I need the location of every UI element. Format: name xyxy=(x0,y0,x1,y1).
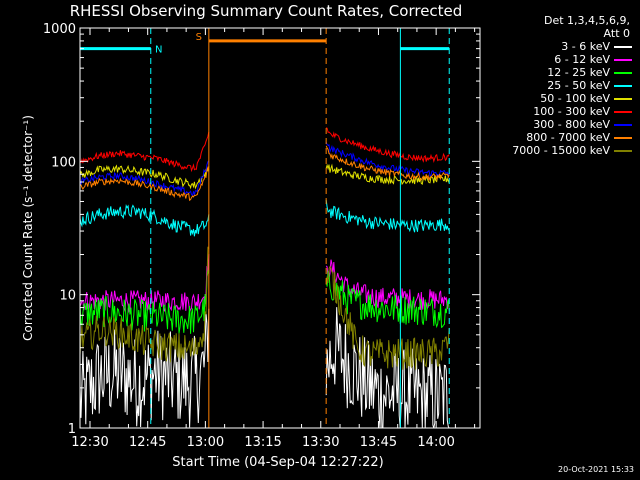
x-tick-label-13-15: 13:15 xyxy=(244,435,281,450)
x-tick-label-12-30: 12:30 xyxy=(71,435,108,450)
series-line-300-800-kev xyxy=(79,142,450,197)
generation-timestamp: 20-Oct-2021 15:33 xyxy=(558,465,634,474)
legend-swatch xyxy=(614,59,632,61)
series-line-3-6-kev xyxy=(79,307,450,429)
x-tick-label-13-45: 13:45 xyxy=(360,435,397,450)
legend-swatch xyxy=(614,111,632,113)
legend-entry-12-25-kev: 12 - 25 keV xyxy=(486,66,636,79)
y-tick-label-10: 10 xyxy=(59,289,76,304)
legend-swatch xyxy=(614,85,632,87)
legend-swatch xyxy=(614,137,632,139)
legend-swatch xyxy=(614,150,632,152)
legend-label: 800 - 7000 keV xyxy=(526,131,610,144)
x-tick-label-13-00: 13:00 xyxy=(187,435,224,450)
legend-label: 7000 - 15000 keV xyxy=(512,144,610,157)
legend-header-line-1: Det 1,3,4,5,6,9, xyxy=(543,14,630,27)
legend-entry-100-300-kev: 100 - 300 keV xyxy=(486,105,636,118)
y-axis-label: Corrected Count Rate (s⁻¹ detector⁻¹) xyxy=(21,115,35,341)
series-line-7000-15000-kev xyxy=(79,246,450,370)
legend-entry-6-12-kev: 6 - 12 keV xyxy=(486,53,636,66)
legend-entry-25-50-kev: 25 - 50 keV xyxy=(486,79,636,92)
series-line-100-300-kev xyxy=(79,127,450,173)
legend-entry-800-7000-kev: 800 - 7000 keV xyxy=(486,131,636,144)
legend-label: 300 - 800 keV xyxy=(533,118,610,131)
x-tick-label-13-30: 13:30 xyxy=(302,435,339,450)
legend-header-line-2: Att 0 xyxy=(603,27,630,40)
legend-label: 3 - 6 keV xyxy=(561,40,610,53)
legend-swatch xyxy=(614,124,632,126)
legend-label: 50 - 100 keV xyxy=(540,92,610,105)
legend: Det 1,3,4,5,6,9, Att 0 3 - 6 keV 6 - 12 k… xyxy=(486,14,636,157)
series-line-800-7000-kev xyxy=(79,145,450,202)
x-tick-label-12-45: 12:45 xyxy=(129,435,166,450)
x-tick-label-14-00: 14:00 xyxy=(417,435,454,450)
legend-swatch xyxy=(614,72,632,74)
y-tick-label-1000: 1000 xyxy=(43,22,76,37)
y-tick-label-100: 100 xyxy=(51,155,76,170)
legend-entry-7000-15000-kev: 7000 - 15000 keV xyxy=(486,144,636,157)
legend-entry-300-800-kev: 300 - 800 keV xyxy=(486,118,636,131)
series-line-25-50-kev xyxy=(79,199,450,237)
marker-label-s: S xyxy=(196,32,202,43)
legend-swatch xyxy=(614,98,632,100)
legend-entry-50-100-kev: 50 - 100 keV xyxy=(486,92,636,105)
series-layer xyxy=(79,127,450,429)
legend-label: 12 - 25 keV xyxy=(547,66,610,79)
y-tick-label-1: 1 xyxy=(68,422,76,437)
marker-label-n: N xyxy=(155,45,162,56)
chart-title: RHESSI Observing Summary Count Rates, Co… xyxy=(70,2,463,20)
legend-label: 100 - 300 keV xyxy=(533,105,610,118)
legend-swatch xyxy=(614,46,632,48)
axes-layer: 12:30 12:45 13:00 13:15 13:30 13:45 14:00 1 10 10… xyxy=(43,22,481,450)
legend-label: 25 - 50 keV xyxy=(547,79,610,92)
series-line-50-100-kev xyxy=(79,163,450,190)
legend-label: 6 - 12 keV xyxy=(554,53,610,66)
legend-entries: 3 - 6 keV 6 - 12 keV 12 - 25 keV 25 - 50 ke… xyxy=(486,40,636,157)
plot-frame xyxy=(79,27,481,429)
legend-entry-3-6-kev: 3 - 6 keV xyxy=(486,40,636,53)
x-axis-label: Start Time (04-Sep-04 12:27:22) xyxy=(172,455,383,470)
